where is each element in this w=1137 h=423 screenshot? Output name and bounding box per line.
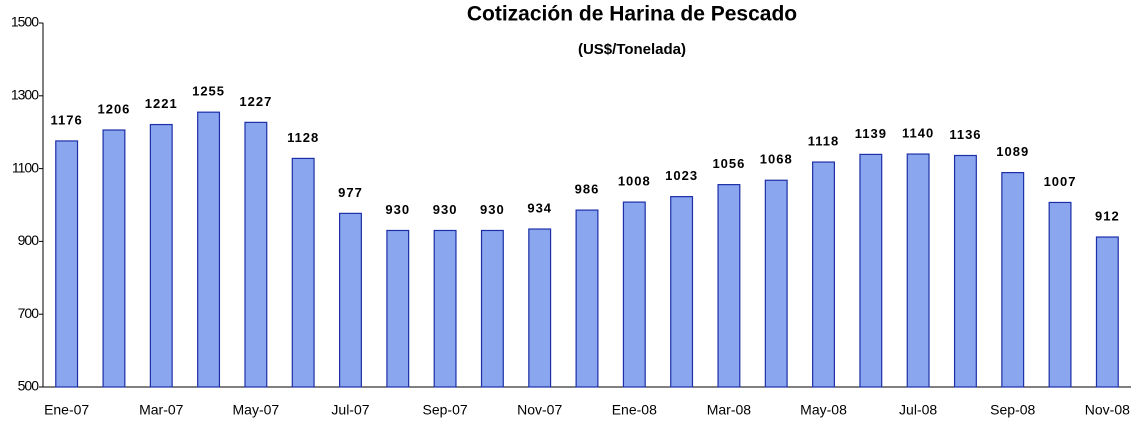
bar bbox=[1048, 201, 1072, 388]
y-tick-label: 1500 bbox=[11, 14, 39, 30]
data-label: 1089 bbox=[996, 144, 1029, 159]
bar bbox=[197, 111, 221, 388]
bar bbox=[1095, 236, 1119, 388]
data-label: 1128 bbox=[287, 130, 319, 145]
y-tick-label: 1100 bbox=[12, 159, 39, 175]
bar bbox=[244, 121, 268, 388]
x-tick-label: Mar-08 bbox=[707, 402, 752, 418]
data-label: 1118 bbox=[808, 133, 840, 148]
bar bbox=[291, 157, 315, 388]
data-label: 1221 bbox=[145, 96, 178, 111]
bar bbox=[670, 196, 694, 388]
data-label: 1227 bbox=[239, 94, 272, 109]
bar bbox=[433, 229, 457, 388]
bar bbox=[812, 161, 836, 388]
x-tick-label: Nov-08 bbox=[1085, 402, 1130, 418]
x-tick-label: Jul-08 bbox=[899, 402, 937, 418]
bar bbox=[386, 229, 410, 388]
chart-subtitle: (US$/Tonelada) bbox=[578, 41, 686, 58]
bar bbox=[906, 153, 930, 388]
y-tick-label: 500 bbox=[18, 378, 40, 394]
y-tick-label: 900 bbox=[18, 232, 40, 248]
data-label: 930 bbox=[433, 202, 458, 217]
data-label: 1206 bbox=[97, 101, 130, 116]
data-label: 912 bbox=[1095, 208, 1120, 223]
data-label: 1136 bbox=[949, 127, 981, 142]
data-label: 1139 bbox=[855, 126, 887, 141]
bar bbox=[338, 212, 362, 388]
bar bbox=[55, 140, 79, 388]
x-tick-label: Ene-08 bbox=[612, 402, 657, 418]
y-tick-label: 700 bbox=[18, 305, 40, 321]
x-tick-label: Sep-07 bbox=[423, 402, 468, 418]
bar bbox=[764, 179, 788, 388]
x-tick-label: Nov-07 bbox=[517, 402, 562, 418]
y-tick-label: 1300 bbox=[11, 87, 39, 103]
data-label: 977 bbox=[338, 185, 363, 200]
bar bbox=[953, 154, 977, 388]
data-label: 930 bbox=[480, 202, 505, 217]
data-label: 1008 bbox=[618, 174, 651, 189]
bar bbox=[480, 229, 504, 388]
bar bbox=[717, 184, 741, 388]
x-tick-label: May-08 bbox=[800, 402, 847, 418]
data-label: 1176 bbox=[51, 112, 83, 127]
x-tick-label: Sep-08 bbox=[990, 402, 1035, 418]
data-label: 1056 bbox=[712, 156, 745, 171]
x-tick-label: Jul-07 bbox=[331, 402, 369, 418]
bar bbox=[859, 153, 883, 388]
data-label: 1140 bbox=[902, 125, 934, 140]
bar bbox=[102, 129, 126, 388]
data-label: 934 bbox=[527, 200, 552, 215]
data-label: 1007 bbox=[1044, 174, 1077, 189]
data-label: 1255 bbox=[192, 84, 225, 99]
data-label: 986 bbox=[575, 182, 600, 197]
bar bbox=[149, 123, 173, 388]
bar bbox=[575, 209, 599, 388]
data-label: 1023 bbox=[665, 168, 698, 183]
x-tick-label: Ene-07 bbox=[44, 402, 89, 418]
data-label: 1068 bbox=[760, 152, 793, 167]
data-label: 930 bbox=[385, 202, 410, 217]
bar bbox=[1001, 172, 1025, 388]
x-tick-label: Mar-07 bbox=[139, 402, 184, 418]
bar bbox=[528, 228, 552, 388]
bar bbox=[622, 201, 646, 388]
chart-title: Cotización de Harina de Pescado bbox=[467, 3, 797, 26]
x-tick-label: May-07 bbox=[233, 402, 280, 418]
